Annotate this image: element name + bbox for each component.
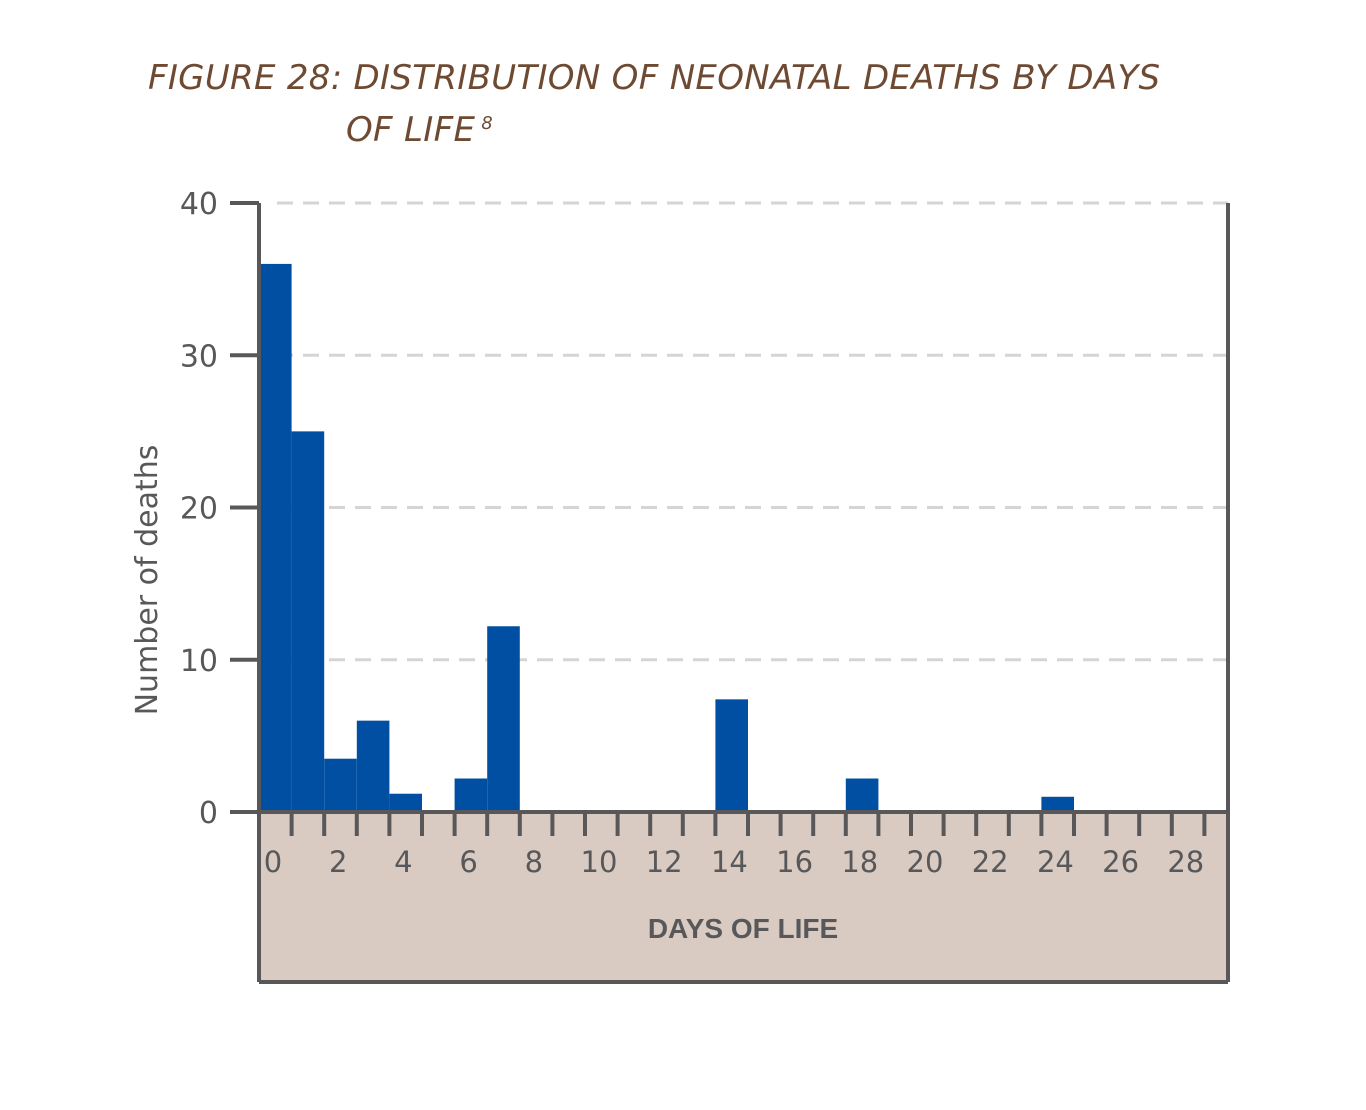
y-axis-title: Number of deaths bbox=[130, 445, 165, 716]
x-tick-label-14: 14 bbox=[711, 845, 748, 879]
bar-day-1 bbox=[291, 431, 325, 812]
y-tick-label-10: 10 bbox=[180, 644, 218, 679]
footnote-marker: 8 bbox=[481, 112, 494, 134]
ticks bbox=[230, 201, 1207, 836]
x-tick-label-24: 24 bbox=[1037, 845, 1074, 879]
x-axis-band bbox=[259, 812, 1228, 982]
bar-day-6 bbox=[454, 778, 488, 812]
x-tick-label-18: 18 bbox=[841, 845, 878, 879]
bar-day-3 bbox=[356, 720, 390, 812]
x-tick-label-28: 28 bbox=[1167, 845, 1204, 879]
x-tick-label-22: 22 bbox=[972, 845, 1009, 879]
bar-day-7 bbox=[487, 626, 520, 812]
x-tick-label-16: 16 bbox=[776, 845, 813, 879]
x-tick-label-2: 2 bbox=[329, 845, 347, 879]
gridlines bbox=[277, 201, 1228, 662]
bar-day-4 bbox=[389, 793, 422, 812]
x-tick-label-8: 8 bbox=[525, 845, 543, 879]
figure-title-line1: FIGURE 28: DISTRIBUTION OF NEONATAL DEAT… bbox=[148, 58, 1161, 98]
figure-title-line2-text: OF LIFE bbox=[346, 110, 476, 150]
x-tick-label-6: 6 bbox=[459, 845, 477, 879]
y-tick-label-20: 20 bbox=[180, 492, 218, 527]
x-tick-label-26: 26 bbox=[1102, 845, 1139, 879]
x-tick-label-4: 4 bbox=[394, 845, 412, 879]
x-tick-label-12: 12 bbox=[646, 845, 683, 879]
bar-day-18 bbox=[845, 778, 879, 812]
x-tick-label-10: 10 bbox=[581, 845, 618, 879]
axes bbox=[230, 203, 1230, 984]
y-tick-label-40: 40 bbox=[180, 187, 218, 222]
bar-day-24 bbox=[1041, 796, 1074, 812]
y-tick-label-0: 0 bbox=[199, 796, 218, 831]
figure-title: FIGURE 28: DISTRIBUTION OF NEONATAL DEAT… bbox=[0, 0, 1366, 160]
bar-day-0 bbox=[259, 263, 292, 812]
x-tick-label-20: 20 bbox=[907, 845, 944, 879]
y-tick-label-30: 30 bbox=[180, 339, 218, 374]
bars bbox=[259, 263, 1074, 812]
bar-day-2 bbox=[324, 758, 357, 812]
x-tick-label-0: 0 bbox=[264, 845, 282, 879]
bar-day-14 bbox=[715, 699, 748, 812]
figure-title-line2: OF LIFE 8 bbox=[346, 110, 493, 150]
x-axis-title: DAYS OF LIFE bbox=[648, 913, 838, 944]
